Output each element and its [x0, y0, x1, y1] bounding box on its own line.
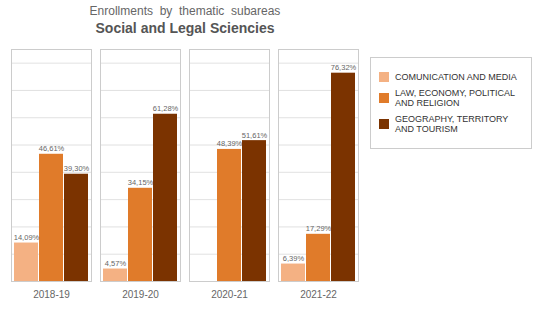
svg-text:48,39%: 48,39%: [217, 139, 243, 148]
svg-text:61,28%: 61,28%: [153, 104, 179, 113]
svg-text:76,32%: 76,32%: [331, 63, 357, 72]
html-text:COMUNICATION AND MEDIA: COMUNICATION AND MEDIA: [395, 72, 517, 82]
svg-text:46,61%: 46,61%: [39, 144, 65, 153]
svg-text:6,39%: 6,39%: [283, 254, 305, 263]
svg-text:14,09%: 14,09%: [14, 233, 40, 242]
svg-text:4,57%: 4,57%: [105, 259, 127, 268]
svg-text:34,15%: 34,15%: [128, 178, 154, 187]
svg-text:17,29%: 17,29%: [306, 224, 332, 233]
svg-text:51,61%: 51,61%: [242, 131, 268, 140]
html-text:Enrollments by thematic subare: Enrollments by thematic subareas: [89, 4, 281, 18]
svg-text:2018-19: 2018-19: [33, 289, 70, 300]
html-text:GEOGRAPHY, TERRITORY AND TOURI: GEOGRAPHY, TERRITORY AND TOURISM: [395, 114, 509, 134]
svg-text:39,30%: 39,30%: [64, 164, 90, 173]
svg-text:2019-20: 2019-20: [122, 289, 159, 300]
svg-text:2021-22: 2021-22: [300, 289, 337, 300]
html-text:LAW, ECONOMY, POLITICAL AND RE: LAW, ECONOMY, POLITICAL AND RELIGION: [395, 88, 515, 108]
svg-text:2020-21: 2020-21: [211, 289, 248, 300]
html-text:Social and Legal Sciencies: Social and Legal Sciencies: [95, 20, 275, 36]
